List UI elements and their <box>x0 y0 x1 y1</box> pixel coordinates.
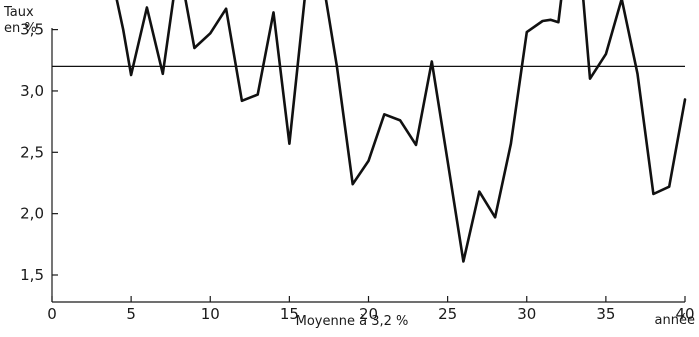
rate-series-line <box>115 0 687 263</box>
x-tick-label: 40 <box>675 305 694 323</box>
y-axis-title-line2: en % <box>4 21 37 36</box>
x-axis-title: année <box>655 313 695 328</box>
mean-reference-label: Moyenne à 3,2 % <box>296 314 409 329</box>
x-tick-label: 30 <box>517 305 536 323</box>
x-tick-label: 0 <box>47 305 57 323</box>
y-tick-label: 3,5 <box>20 21 44 39</box>
y-axis-title-line1: Taux <box>3 5 34 20</box>
y-tick-label: 2,0 <box>20 205 44 223</box>
x-tick-label: 10 <box>201 305 220 323</box>
y-tick-label: 3,0 <box>20 82 44 100</box>
x-tick-label: 35 <box>596 305 615 323</box>
x-tick-label: 25 <box>438 305 457 323</box>
x-tick-label: 5 <box>126 305 136 323</box>
y-tick-label: 2,5 <box>20 143 44 161</box>
x-tick-label: 20 <box>359 305 378 323</box>
x-tick-label: 15 <box>280 305 299 323</box>
y-tick-label: 1,5 <box>20 266 44 284</box>
